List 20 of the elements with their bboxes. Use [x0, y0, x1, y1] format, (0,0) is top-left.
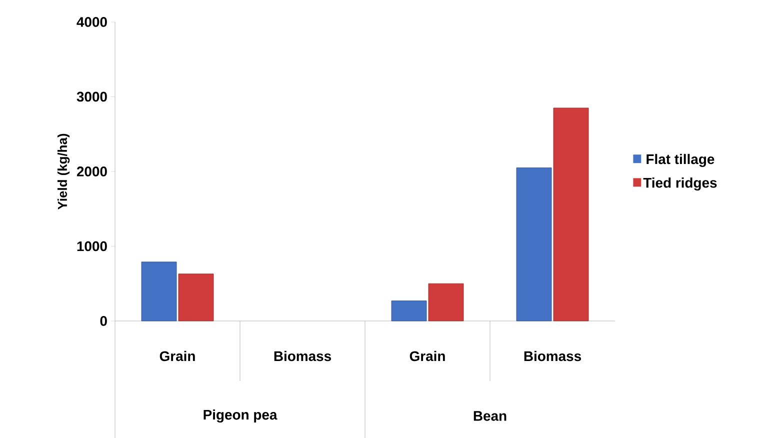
bar [553, 108, 589, 322]
bar [391, 300, 427, 322]
x-tick-label: Grain [160, 350, 195, 362]
text: Bean [474, 411, 506, 421]
y-tick-label: 3000 [76, 92, 107, 102]
bar [141, 262, 177, 322]
bar [516, 168, 552, 322]
y-tick-label: 4000 [76, 17, 107, 27]
legend-label: Flat tillage [646, 154, 714, 167]
legend-label: Tied ridges [643, 177, 717, 191]
x-tick-label: Biomass [524, 350, 582, 362]
y-tick-label: 2000 [76, 166, 107, 176]
text: Pigeon pea [204, 409, 278, 423]
bar [178, 274, 214, 322]
bar [428, 283, 464, 322]
y-tick-label: 0 [100, 316, 107, 326]
y-tick-label: 1000 [77, 241, 107, 252]
y-axis-title: Yield (kg/ha) [57, 134, 70, 210]
x-tick-label: Biomass [274, 350, 332, 362]
x-tick-label: Grain [410, 350, 445, 362]
